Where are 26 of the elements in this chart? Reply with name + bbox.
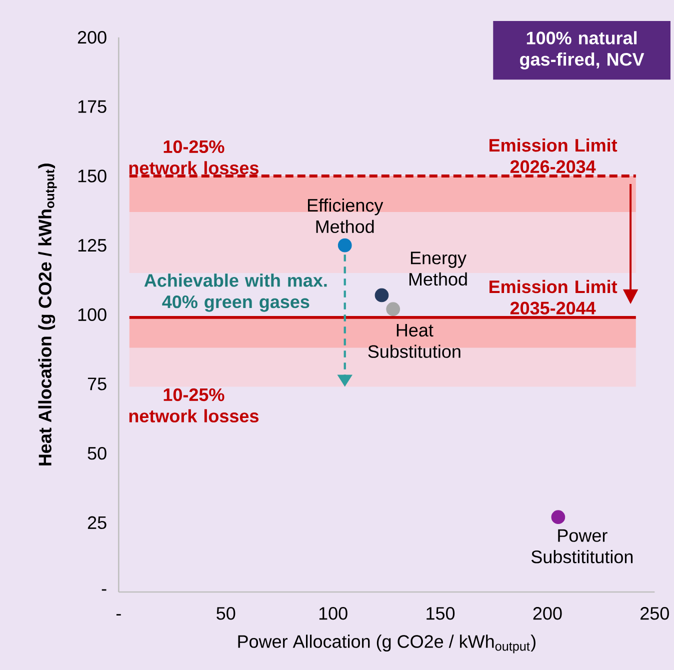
y-tick-label: 150: [78, 170, 106, 182]
series-label: Power Substititution: [531, 529, 633, 564]
band-label: 10-25% network losses: [129, 140, 258, 174]
x-tick-label: 100: [319, 607, 348, 620]
y-tick-label: 200: [78, 30, 106, 44]
y-tick-label: 75: [88, 378, 106, 390]
legend-label: Emission Limit 2035-2044: [490, 280, 618, 314]
band-label: 10-25% network losses: [129, 388, 258, 422]
series-label: Heat Substitution: [368, 324, 460, 358]
annotation: 100% natural gas-fired, NCV: [520, 31, 644, 70]
x-tick-label: 150: [426, 607, 455, 620]
y-tick-label: 175: [78, 100, 106, 113]
x-tick-label: 200: [533, 607, 562, 620]
series-label: Energy Method: [409, 252, 467, 286]
ref-line-label: Emission Limit 2026-2034: [490, 138, 618, 174]
y-tick-label: 100: [78, 308, 106, 322]
y-tick-label: -: [102, 589, 106, 591]
series-label: Efficiency Method: [308, 198, 384, 234]
y-axis-title: Heat Allocation (g CO2e / kWh$_{output}$): [38, 164, 57, 466]
annotation: Achievable with max. 40% green gases: [144, 274, 327, 312]
y-tick-label: 125: [78, 238, 106, 252]
y-tick-label: 50: [88, 446, 106, 460]
y-tick-label: 25: [88, 516, 106, 530]
x-tick-label: 250: [640, 607, 669, 620]
x-axis-title: Power Allocation (g CO2e / kWh$_{output}$): [238, 634, 536, 654]
x-tick-label: 50: [216, 607, 236, 620]
